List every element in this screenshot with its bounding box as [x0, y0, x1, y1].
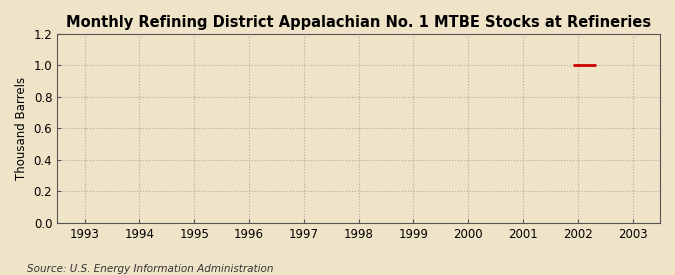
Text: Source: U.S. Energy Information Administration: Source: U.S. Energy Information Administ…: [27, 264, 273, 274]
Title: Monthly Refining District Appalachian No. 1 MTBE Stocks at Refineries: Monthly Refining District Appalachian No…: [66, 15, 651, 30]
Y-axis label: Thousand Barrels: Thousand Barrels: [15, 77, 28, 180]
